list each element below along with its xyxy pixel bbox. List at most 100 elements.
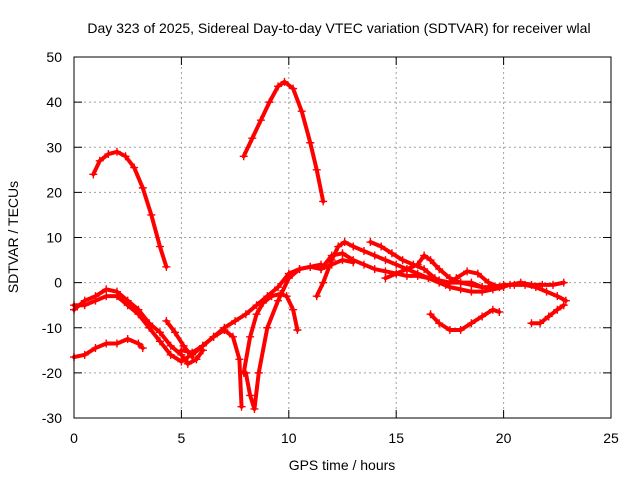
data-point-marker (248, 134, 257, 143)
data-point-marker (80, 350, 89, 359)
data-point-marker (413, 260, 422, 269)
data-point-marker (527, 319, 536, 328)
data-point-marker (392, 269, 401, 278)
data-point-marker (170, 328, 179, 337)
series-trace (72, 294, 190, 364)
data-point-marker (265, 98, 274, 107)
data-point-marker (280, 77, 289, 86)
series-arc-8 (188, 260, 326, 359)
data-point-marker (177, 357, 186, 366)
y-tick-label: 50 (46, 49, 62, 65)
data-point-marker (370, 265, 379, 274)
data-point-marker (495, 283, 504, 292)
data-point-marker (381, 267, 390, 276)
y-tick-label: 20 (46, 184, 62, 200)
data-point-marker (295, 265, 304, 274)
data-point-marker (274, 82, 283, 91)
data-point-marker (488, 305, 497, 314)
data-point-marker (155, 328, 164, 337)
data-point-marker (155, 337, 164, 346)
data-point-marker (162, 316, 171, 325)
data-point-marker (426, 256, 435, 265)
series-arc-13 (366, 238, 568, 292)
data-point-marker (80, 301, 89, 310)
data-point-marker (256, 116, 265, 125)
data-point-marker (138, 183, 147, 192)
data-point-marker (377, 242, 386, 251)
data-point-marker (267, 292, 276, 301)
data-point-marker (263, 323, 272, 332)
data-point-marker (166, 350, 175, 359)
data-point-marker (177, 346, 186, 355)
series-arc-3 (70, 285, 207, 368)
data-point-marker (89, 170, 98, 179)
data-point-marker (254, 368, 263, 377)
series-trace (241, 79, 326, 204)
data-point-marker (420, 251, 429, 260)
data-point-marker (516, 278, 525, 287)
data-point-marker (306, 262, 315, 271)
data-point-marker (246, 332, 255, 341)
data-point-marker (252, 301, 261, 310)
data-point-marker (456, 326, 465, 335)
data-point-marker (102, 285, 111, 294)
data-point-marker (319, 278, 328, 287)
y-tick-labels: -30 -20 -10 0 10 20 30 40 50 (42, 49, 62, 426)
series-trace (241, 291, 300, 375)
x-tick-label: 25 (603, 430, 619, 446)
data-point-marker (359, 247, 368, 256)
data-point-marker (130, 163, 139, 172)
data-point-marker (484, 278, 493, 287)
data-point-marker (456, 278, 465, 287)
data-point-marker (506, 280, 515, 289)
data-point-marker (527, 280, 536, 289)
data-point-marker (370, 251, 379, 260)
data-point-marker (112, 147, 121, 156)
series-arc-5 (70, 292, 192, 366)
series-trace (190, 262, 324, 357)
data-point-marker (220, 323, 229, 332)
series-trace (179, 328, 244, 409)
data-point-marker (392, 260, 401, 269)
series-arc-2 (239, 77, 328, 206)
series-arc-10 (241, 256, 358, 413)
data-point-marker (327, 251, 336, 260)
data-point-marker (478, 312, 487, 321)
data-point-marker (402, 265, 411, 274)
data-point-marker (274, 296, 283, 305)
series-trace (529, 303, 566, 326)
data-point-marker (338, 256, 347, 265)
data-point-marker (138, 344, 147, 353)
data-point-marker (413, 271, 422, 280)
data-point-marker (445, 326, 454, 335)
series-arc-16 (527, 301, 568, 328)
data-point-marker (420, 265, 429, 274)
series-trace (72, 287, 205, 366)
data-point-marker (553, 292, 562, 301)
grid-lines (74, 57, 611, 418)
data-point-marker (289, 84, 298, 93)
data-point-marker (435, 265, 444, 274)
data-point-marker (112, 292, 121, 301)
data-point-marker (381, 256, 390, 265)
x-tick-label: 10 (281, 430, 297, 446)
data-point-marker (284, 274, 293, 283)
data-point-marker (259, 298, 268, 307)
x-tick-label: 15 (388, 430, 404, 446)
data-point-marker (123, 301, 132, 310)
data-point-marker (91, 344, 100, 353)
x-tick-labels: 0 5 10 15 20 25 (70, 430, 619, 446)
data-point-marker (426, 310, 435, 319)
data-points (70, 77, 570, 413)
y-tick-label: -20 (42, 365, 62, 381)
data-point-marker (282, 292, 291, 301)
data-point-marker (145, 323, 154, 332)
y-axis-label: SDTVAR / TECUs (5, 181, 21, 293)
data-point-marker (402, 271, 411, 280)
x-axis-label: GPS time / hours (289, 457, 396, 473)
data-point-marker (297, 107, 306, 116)
data-point-marker (559, 301, 568, 310)
data-point-marker (544, 312, 553, 321)
data-point-marker (123, 335, 132, 344)
x-tick-label: 0 (70, 430, 78, 446)
